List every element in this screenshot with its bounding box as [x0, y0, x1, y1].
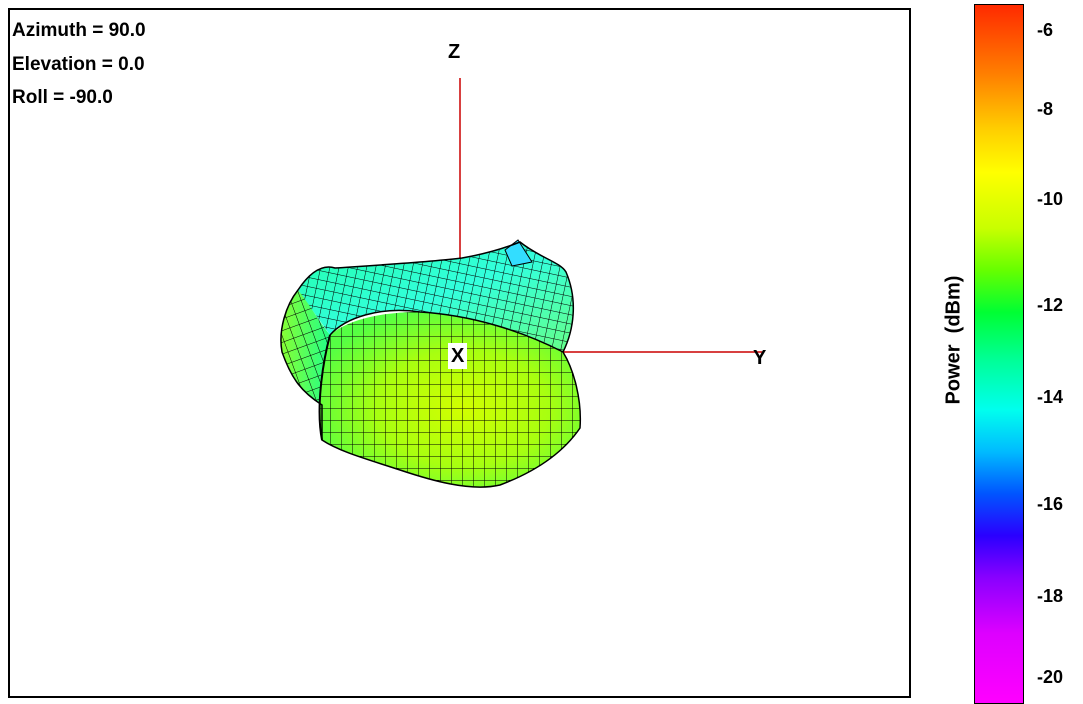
colorbar-tick: -16 [1037, 494, 1064, 514]
colorbar-tick: -18 [1037, 586, 1064, 606]
colorbar-tick: -14 [1037, 387, 1064, 407]
colorbar-tick: -10 [1037, 189, 1064, 209]
elevation-readout: Elevation = 0.0 [12, 54, 145, 75]
x-axis-label: X [448, 343, 468, 369]
surface-peak [504, 239, 533, 267]
colorbar-tick: -20 [1037, 667, 1064, 687]
colorbar [974, 4, 1024, 704]
azimuth-readout: Azimuth = 90.0 [12, 20, 146, 41]
colorbar-tick: -8 [1037, 99, 1054, 119]
colorbar-tick: -6 [1037, 20, 1054, 40]
colorbar-label: Power (dBm) [942, 275, 965, 405]
z-axis-label: Z [448, 41, 461, 63]
roll-readout: Roll = -90.0 [12, 87, 113, 108]
pattern-surface [280, 239, 582, 488]
colorbar-tick: -12 [1037, 295, 1064, 315]
y-axis-label: Y [753, 347, 767, 369]
